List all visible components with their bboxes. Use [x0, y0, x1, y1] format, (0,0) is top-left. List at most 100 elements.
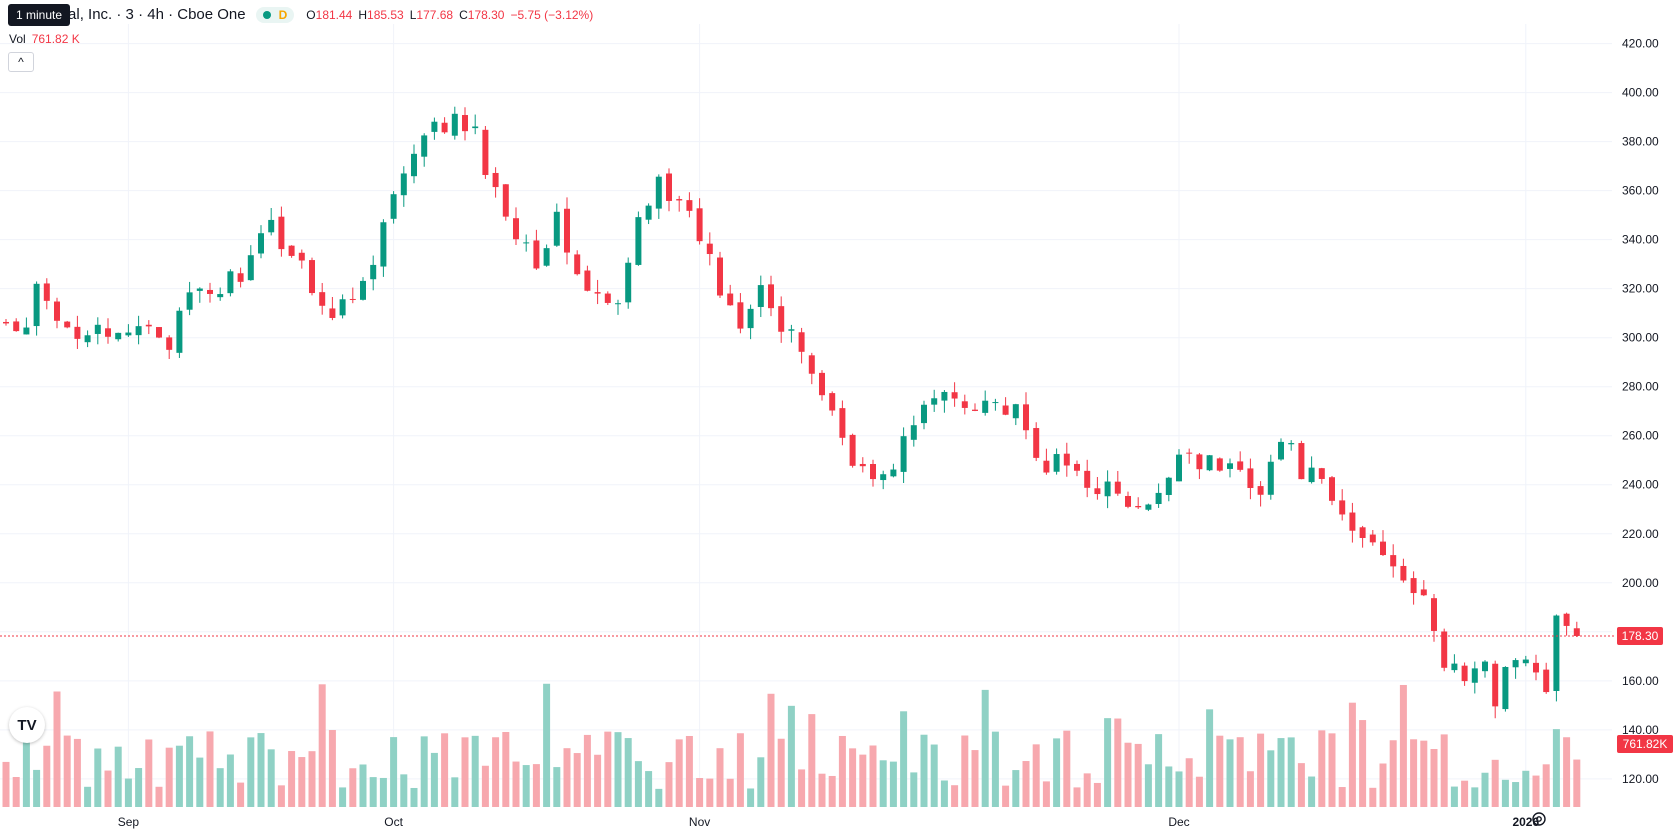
candle-body — [1359, 527, 1366, 538]
candle-body — [441, 122, 448, 133]
volume-bar — [1542, 764, 1550, 807]
candle-body — [982, 400, 989, 413]
price-axis[interactable]: 120.00140.00160.00180.00200.00220.00240.… — [1622, 37, 1659, 786]
volume-bar — [940, 780, 948, 807]
volume-bar — [532, 764, 540, 807]
volume-bar — [991, 731, 999, 807]
volume-legend: Vol 761.82 K — [9, 32, 80, 46]
candle-body — [1023, 404, 1029, 431]
volume-bar — [818, 773, 826, 807]
candle-body — [737, 302, 744, 329]
volume-bar — [981, 689, 989, 807]
last-price-badge: 178.30 — [1617, 626, 1663, 645]
volume-bar — [563, 748, 571, 807]
candle-body — [635, 217, 642, 265]
candle-body — [196, 288, 203, 291]
volume-bar — [1053, 738, 1061, 807]
candle-body — [1512, 660, 1519, 668]
candle-body — [666, 173, 672, 201]
candle-body — [1257, 486, 1264, 495]
candle-body — [890, 469, 897, 477]
volume-bar — [318, 684, 326, 807]
time-tick-label: Dec — [1168, 815, 1189, 829]
volume-bar — [1471, 787, 1479, 807]
volume-bar — [1501, 779, 1509, 807]
volume-bar — [43, 745, 51, 807]
volume-bar — [1093, 782, 1101, 807]
candle-body — [1247, 468, 1254, 488]
volume-bar — [1308, 776, 1316, 807]
candle-body — [584, 270, 591, 291]
volume-bar — [502, 731, 510, 807]
candle-body — [910, 425, 917, 440]
candle-body — [1206, 455, 1213, 471]
price-tick-label: 240.00 — [1622, 478, 1659, 492]
time-axis[interactable]: SepOctNovDec2026FebMar — [118, 815, 1678, 829]
volume-bar — [1379, 763, 1387, 807]
volume-bar — [216, 768, 224, 807]
volume-bar — [390, 737, 398, 807]
candle-body — [1288, 443, 1295, 445]
volume-bar — [961, 735, 969, 807]
candle-body — [1451, 663, 1458, 671]
candle-body — [33, 283, 40, 327]
candle-body — [390, 194, 397, 219]
volume-bar — [594, 754, 602, 807]
candle-body — [462, 115, 468, 132]
price-tick-label: 200.00 — [1622, 576, 1659, 590]
volume-bar — [1481, 772, 1489, 807]
candle-body — [778, 306, 785, 332]
candle-body — [329, 308, 336, 318]
volume-bar — [226, 754, 234, 807]
candle-body — [1400, 565, 1407, 581]
volume-bar — [1430, 749, 1438, 807]
volume-bar — [736, 733, 744, 807]
candle-body — [870, 463, 876, 480]
tradingview-logo-icon[interactable]: TV — [9, 707, 45, 743]
volume-bar — [1134, 743, 1142, 807]
gear-icon[interactable] — [1530, 810, 1548, 828]
candle-body — [1196, 454, 1203, 470]
volume-bar — [1022, 761, 1030, 807]
volume-bar — [869, 745, 877, 807]
candle-body — [1125, 495, 1131, 507]
volume-bar — [1552, 729, 1560, 807]
candle-body — [1563, 613, 1570, 626]
candle-body — [84, 335, 91, 343]
candle-body — [543, 248, 550, 266]
volume-bar — [726, 778, 734, 807]
volume-bar — [696, 777, 704, 807]
volume-bar — [716, 748, 724, 807]
candle-body — [227, 271, 234, 294]
candle-body — [706, 243, 713, 255]
candle-body — [1114, 481, 1121, 494]
candle-body — [1431, 598, 1437, 631]
volume-bar — [553, 767, 561, 807]
volume-bar — [614, 732, 622, 807]
candle-body — [1420, 589, 1427, 596]
volume-bar — [441, 733, 449, 807]
price-tick-label: 220.00 — [1622, 527, 1659, 541]
candle-body — [655, 176, 662, 209]
volume-bar — [369, 777, 377, 807]
candle-body — [217, 294, 224, 298]
candle-body — [349, 298, 356, 300]
volume-bar — [2, 761, 10, 807]
ohlc-close: C178.30 — [459, 7, 505, 22]
collapse-legend-button[interactable]: ^ — [8, 52, 34, 72]
volume-bar — [1206, 709, 1214, 807]
candle-body — [798, 332, 805, 352]
ohlc-high: H185.53 — [358, 7, 404, 22]
candle-body — [400, 173, 407, 196]
volume-bar — [634, 761, 642, 807]
candle-body — [615, 303, 621, 305]
price-tick-label: 260.00 — [1622, 429, 1659, 443]
candle-body — [1308, 467, 1315, 483]
market-status-pill[interactable]: D — [255, 6, 295, 23]
volume-bar — [277, 785, 285, 807]
volume-bar — [1216, 735, 1224, 807]
ohlc-low: L177.68 — [409, 7, 454, 22]
candle-body — [156, 327, 162, 338]
volume-bar — [1104, 718, 1112, 807]
